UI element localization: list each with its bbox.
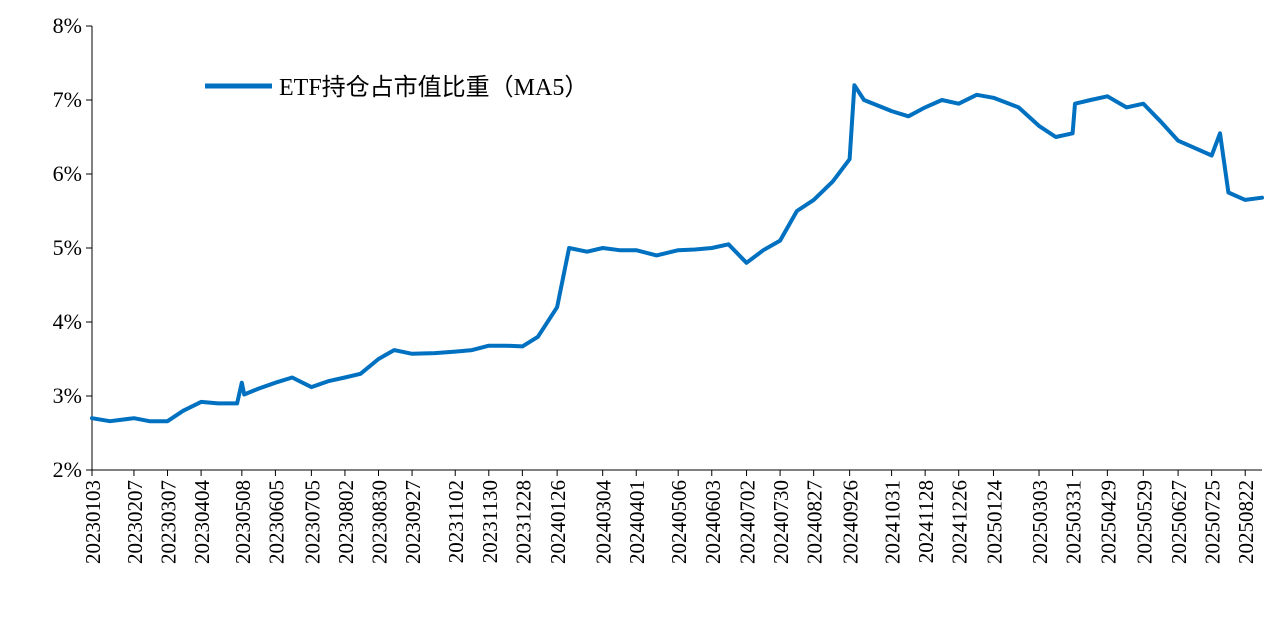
x-tick-label: 20240926	[839, 480, 863, 564]
x-tick-label: 20240603	[701, 480, 725, 564]
x-tick-label: 20230927	[401, 480, 425, 564]
x-tick-label: 20231130	[478, 480, 502, 563]
series-line	[90, 83, 1264, 424]
x-tick-label: 20250331	[1062, 480, 1086, 564]
x-tick-label: 20230508	[231, 480, 255, 564]
x-tick-label: 20240730	[769, 480, 793, 564]
x-tick-label: 20231228	[511, 480, 535, 564]
x-tick-label: 20250627	[1167, 480, 1191, 564]
x-tick-label: 20250303	[1028, 480, 1052, 564]
x-tick-label: 20230705	[300, 480, 324, 564]
x-tick-label: 20230103	[81, 480, 105, 564]
x-tick-label: 20240126	[546, 480, 570, 564]
x-tick-label: 20230207	[123, 480, 147, 564]
y-tick-label: 8%	[53, 13, 82, 38]
x-tick-label: 20230802	[334, 480, 358, 564]
x-tick-label: 20250124	[982, 480, 1006, 565]
legend: ETF持仓占市值比重（MA5）	[205, 74, 588, 101]
x-tick-label: 20241031	[881, 480, 905, 564]
x-tick-label: 20240506	[667, 480, 691, 564]
x-axis: 20230103 20230207 20230307 20230404 20230508…	[81, 469, 1262, 565]
x-tick-label: 20230605	[264, 480, 288, 564]
x-tick-label: 20241128	[914, 480, 938, 563]
y-tick-label: 6%	[53, 161, 82, 186]
series-lines	[90, 83, 1264, 424]
x-tick-label: 20240702	[736, 480, 760, 564]
x-tick-label: 20231102	[444, 480, 468, 563]
x-tick-label: 20250429	[1096, 480, 1120, 564]
x-tick-label: 20240401	[625, 480, 649, 564]
x-tick-label: 20240304	[592, 480, 616, 565]
x-tick-label: 20250529	[1132, 480, 1156, 564]
y-tick-label: 3%	[53, 383, 82, 408]
y-tick-label: 5%	[53, 235, 82, 260]
x-tick-label: 20230404	[190, 480, 214, 565]
x-tick-label: 20250822	[1234, 480, 1258, 564]
legend-label: ETF持仓占市值比重（MA5）	[279, 74, 588, 101]
y-tick-label: 2%	[53, 457, 82, 482]
x-tick-label: 20241226	[948, 480, 972, 564]
x-tick-label: 20230307	[157, 480, 181, 564]
x-tick-label: 20240827	[803, 480, 827, 564]
y-tick-label: 7%	[53, 87, 82, 112]
x-tick-label: 20230830	[368, 480, 392, 564]
y-axis: 2% 3% 4% 5% 6% 7% 8%	[53, 13, 93, 482]
x-tick-label: 20250725	[1201, 480, 1225, 564]
y-tick-label: 4%	[53, 309, 82, 334]
